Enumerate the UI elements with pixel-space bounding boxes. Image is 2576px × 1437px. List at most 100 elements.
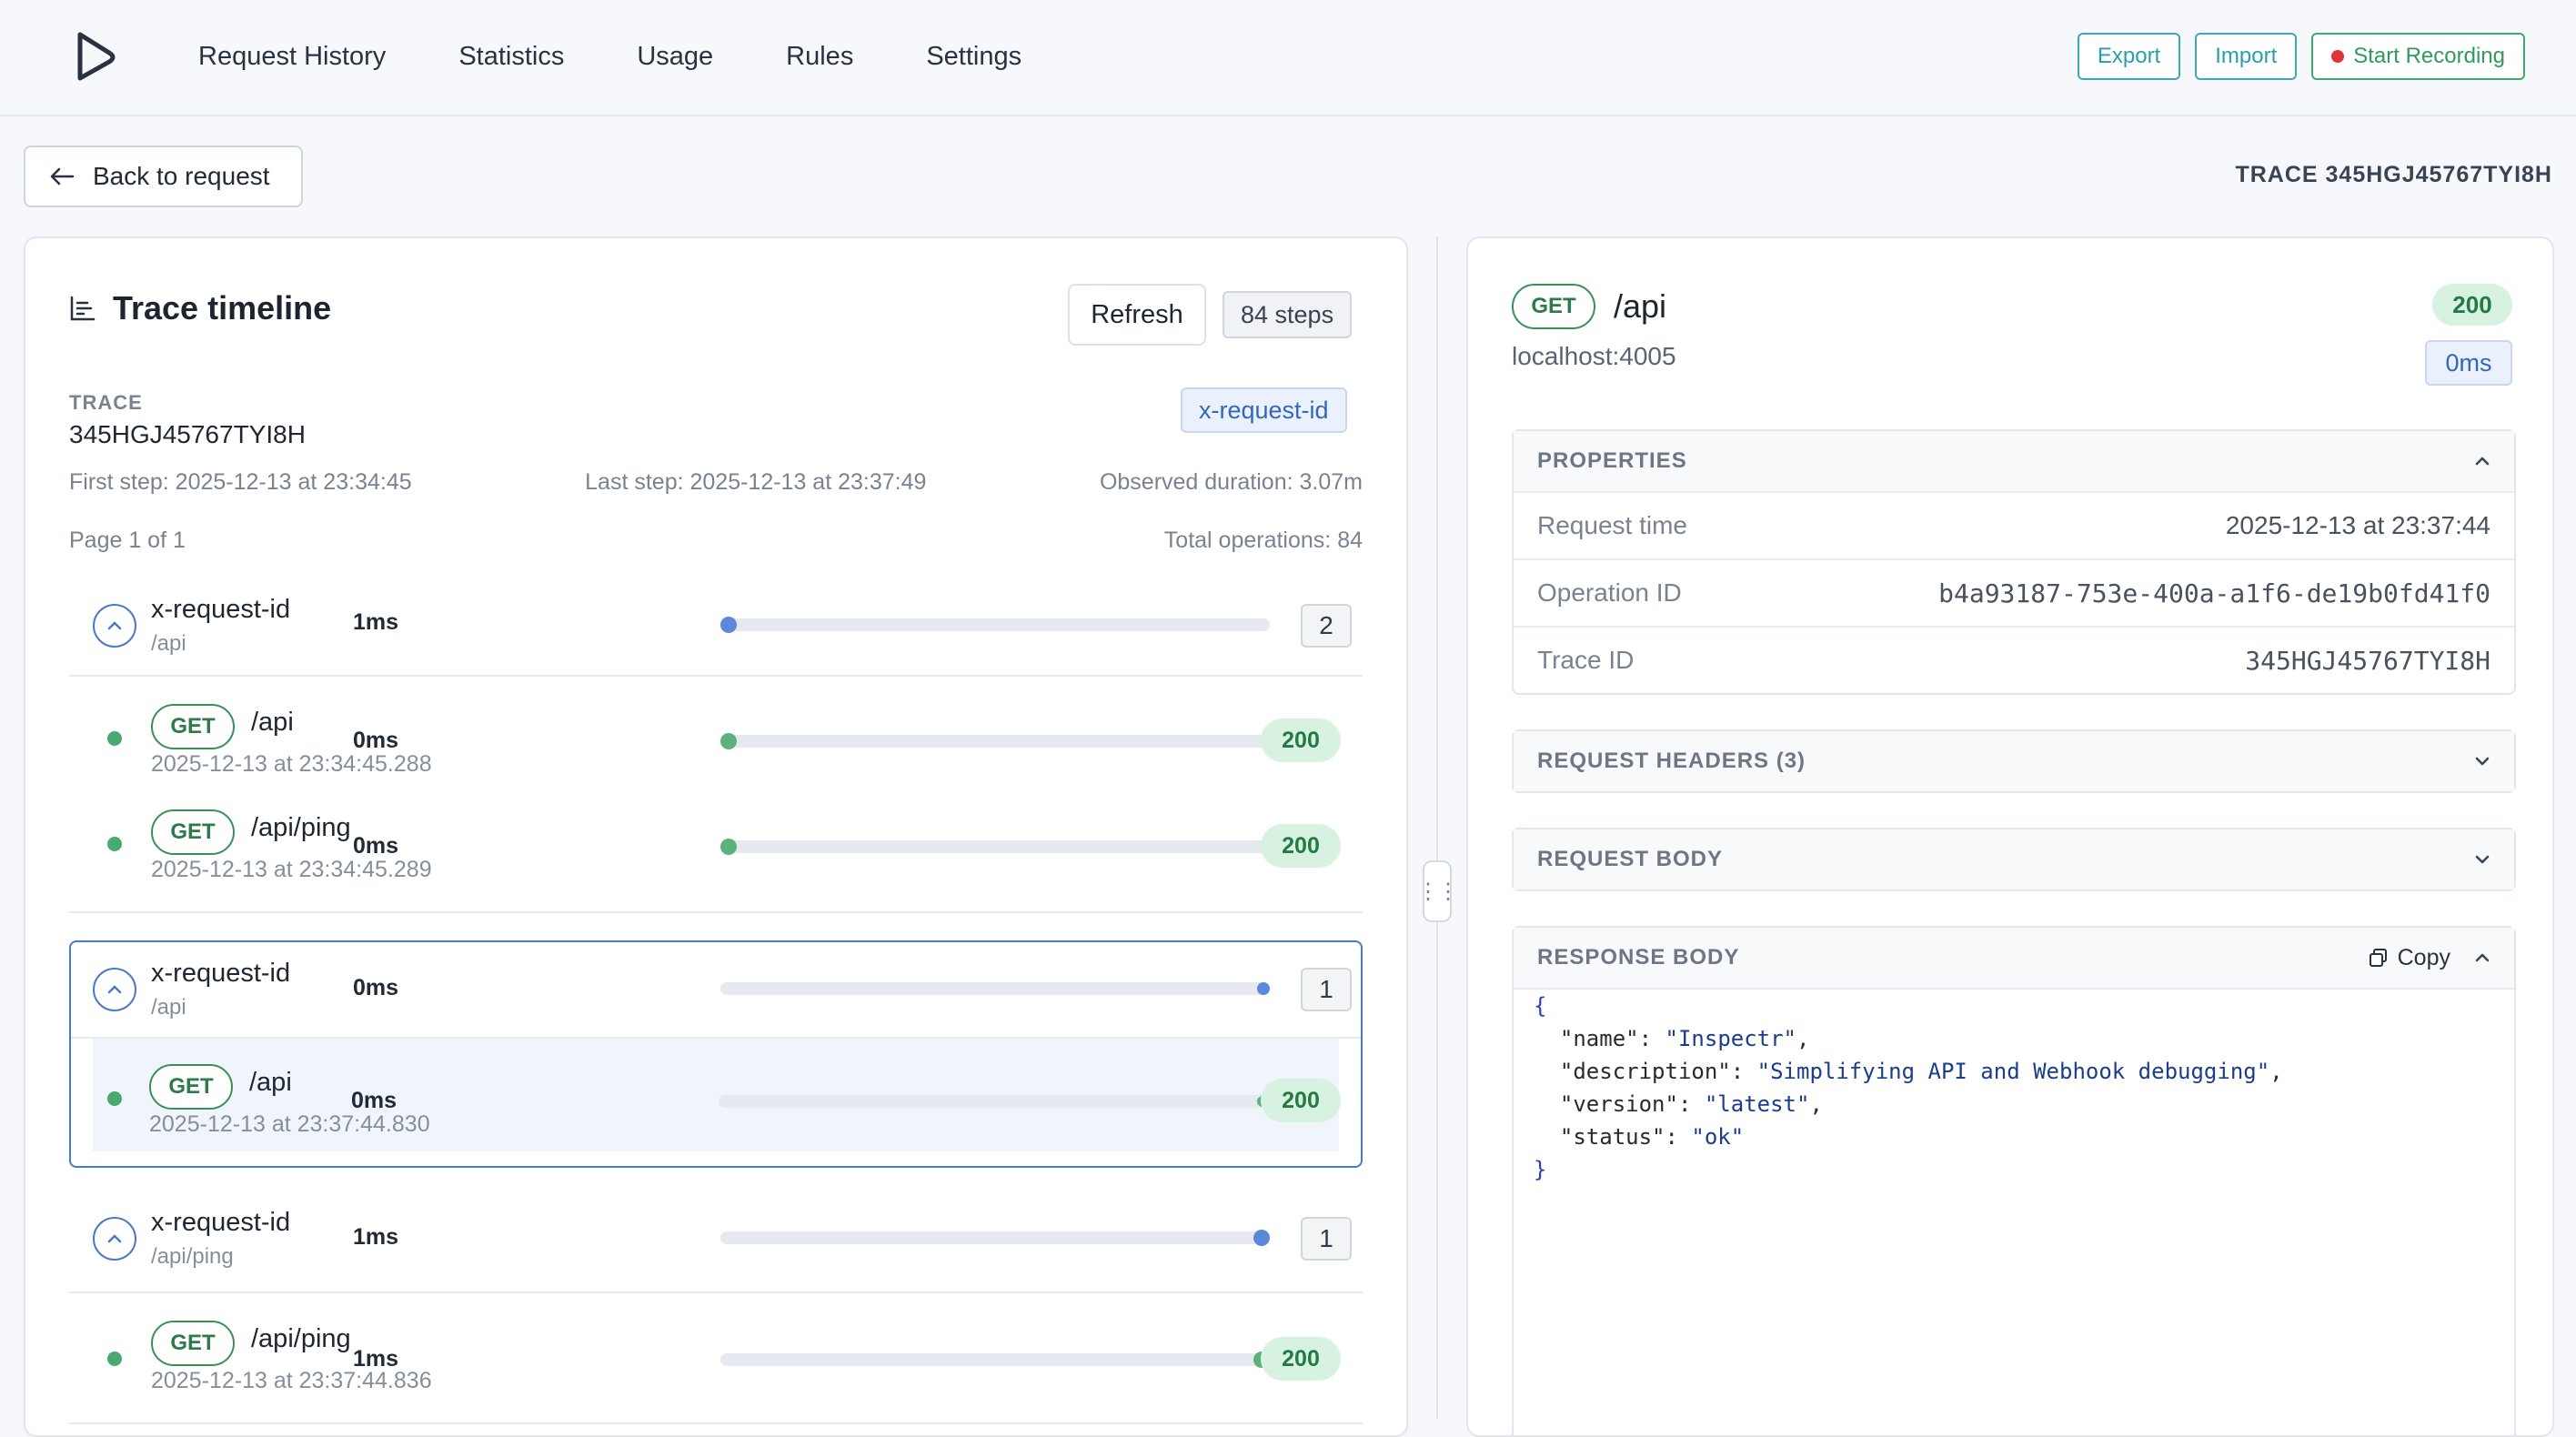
timeline-chart-icon bbox=[70, 296, 96, 321]
response-body-title: RESPONSE BODY bbox=[1537, 945, 1740, 970]
group-header[interactable]: x-request-id /api 1ms 2 bbox=[69, 577, 1363, 677]
group-timing-bar bbox=[720, 1230, 1270, 1246]
timing-marker bbox=[1253, 1230, 1270, 1246]
nav-rules[interactable]: Rules bbox=[786, 41, 854, 71]
import-button[interactable]: Import bbox=[2195, 33, 2298, 80]
operation-duration: 0ms bbox=[352, 728, 398, 753]
trace-timeline-panel: Trace timeline Refresh 84 steps TRACE 34… bbox=[24, 236, 1408, 1437]
trace-header-label: TRACE 345HGJ45767TYI8H bbox=[2235, 162, 2552, 187]
first-step-text: First step: 2025-12-13 at 23:34:45 bbox=[69, 469, 412, 495]
request-headers-section[interactable]: REQUEST HEADERS (3) bbox=[1512, 729, 2516, 793]
request-headers-header[interactable]: REQUEST HEADERS (3) bbox=[1514, 731, 2514, 791]
properties-section: PROPERTIES Request time 2025-12-13 at 23… bbox=[1512, 429, 2516, 695]
start-recording-button[interactable]: Start Recording bbox=[2311, 33, 2525, 80]
operation-path: /api bbox=[249, 1068, 292, 1097]
top-navigation-bar: Request History Statistics Usage Rules S… bbox=[0, 0, 2576, 116]
operation-row[interactable]: GET /api 2025-12-13 at 23:34:45.288 0ms … bbox=[69, 677, 1363, 782]
start-recording-label: Start Recording bbox=[2353, 44, 2505, 68]
collapse-chevron-icon[interactable] bbox=[93, 1217, 136, 1261]
group-header[interactable]: x-request-id /api/ping 1ms 1 bbox=[69, 1186, 1363, 1293]
copy-label: Copy bbox=[2397, 944, 2450, 970]
status-badge: 200 bbox=[1261, 824, 1341, 868]
page-indicator: Page 1 of 1 bbox=[69, 528, 186, 553]
status-badge: 200 bbox=[1261, 718, 1341, 762]
group-timing-bar bbox=[720, 617, 1270, 633]
operation-duration: 1ms bbox=[352, 1346, 398, 1372]
chevron-up-icon[interactable] bbox=[2474, 456, 2490, 467]
method-badge: GET bbox=[151, 809, 235, 855]
refresh-button[interactable]: Refresh bbox=[1068, 284, 1206, 346]
response-json-viewer[interactable]: { "name": "Inspectr", "description": "Si… bbox=[1514, 988, 2514, 1435]
response-body-header[interactable]: RESPONSE BODY Copy bbox=[1514, 928, 2514, 988]
operation-timing-bar bbox=[720, 839, 1270, 855]
operation-row[interactable]: GET /api/ping 2025-12-13 at 23:34:45.289… bbox=[69, 782, 1363, 913]
collapse-chevron-icon[interactable] bbox=[93, 604, 136, 648]
chevron-down-icon[interactable] bbox=[2474, 854, 2490, 865]
group-count-badge: 2 bbox=[1301, 604, 1352, 648]
group-path: /api bbox=[151, 631, 186, 656]
operation-path: /api bbox=[251, 708, 294, 737]
method-badge: GET bbox=[151, 1321, 235, 1366]
group-path: /api bbox=[151, 995, 186, 1020]
back-label: Back to request bbox=[93, 162, 270, 190]
properties-header[interactable]: PROPERTIES bbox=[1514, 431, 2514, 491]
chevron-up-icon[interactable] bbox=[2474, 952, 2490, 963]
group-title: x-request-id bbox=[151, 959, 291, 988]
record-dot-icon bbox=[2331, 50, 2345, 63]
operation-duration: 0ms bbox=[350, 1088, 397, 1113]
nav-statistics[interactable]: Statistics bbox=[458, 41, 565, 71]
copy-button[interactable]: Copy bbox=[2369, 945, 2450, 971]
property-row: Operation ID b4a93187-753e-400a-a1f6-de1… bbox=[1514, 558, 2514, 626]
app-logo-icon[interactable] bbox=[73, 31, 120, 82]
timing-marker bbox=[720, 733, 737, 749]
properties-title: PROPERTIES bbox=[1537, 448, 1687, 473]
operation-timing-bar bbox=[720, 733, 1270, 749]
group-duration: 1ms bbox=[352, 1224, 398, 1250]
property-value: 345HGJ45767TYI8H bbox=[2245, 645, 2490, 676]
request-path: /api bbox=[1614, 287, 1667, 325]
group-path: /api/ping bbox=[151, 1244, 234, 1269]
status-dot-icon bbox=[107, 837, 122, 851]
nav-request-history[interactable]: Request History bbox=[198, 41, 387, 71]
collapse-chevron-icon[interactable] bbox=[93, 968, 136, 1011]
request-body-header[interactable]: REQUEST BODY bbox=[1514, 829, 2514, 889]
chevron-down-icon[interactable] bbox=[2474, 756, 2490, 767]
operation-row-selected[interactable]: GET /api 2025-12-13 at 23:37:44.830 0ms … bbox=[93, 1039, 1341, 1151]
status-badge: 200 bbox=[1261, 1337, 1341, 1381]
arrow-left-icon bbox=[50, 167, 75, 186]
request-headers-title: REQUEST HEADERS (3) bbox=[1537, 749, 1806, 773]
operation-row[interactable]: GET /api/ping 2025-12-13 at 23:37:44.836… bbox=[69, 1293, 1363, 1424]
export-button[interactable]: Export bbox=[2077, 33, 2181, 80]
response-body-section: RESPONSE BODY Copy { "name": "Inspectr",… bbox=[1512, 926, 2516, 1435]
timing-marker bbox=[720, 617, 737, 633]
panel-divider bbox=[1436, 236, 1438, 1419]
json-value-status: "ok" bbox=[1691, 1124, 1745, 1150]
timing-marker bbox=[720, 839, 737, 855]
group-count-badge: 1 bbox=[1301, 1217, 1352, 1261]
operation-time: 2025-12-13 at 23:34:45.288 bbox=[151, 751, 432, 777]
json-value-version: "latest" bbox=[1704, 1091, 1810, 1117]
operation-time: 2025-12-13 at 23:34:45.289 bbox=[151, 857, 432, 882]
trace-group-selected: x-request-id /api 0ms 1 GET /api 2025-12… bbox=[69, 940, 1363, 1168]
last-step-text: Last step: 2025-12-13 at 23:37:49 bbox=[585, 469, 927, 495]
group-header[interactable]: x-request-id /api 0ms 1 bbox=[71, 942, 1361, 1039]
nav-usage[interactable]: Usage bbox=[637, 41, 714, 71]
request-body-section[interactable]: REQUEST BODY bbox=[1512, 828, 2516, 891]
property-key: Request time bbox=[1537, 511, 1687, 539]
operation-path: /api/ping bbox=[251, 813, 351, 842]
back-to-request-button[interactable]: Back to request bbox=[24, 146, 303, 207]
json-value-description: "Simplifying API and Webhook debugging" bbox=[1756, 1059, 2270, 1084]
request-host: localhost:4005 bbox=[1512, 342, 1676, 370]
method-badge: GET bbox=[149, 1064, 233, 1110]
property-value: b4a93187-753e-400a-a1f6-de19b0fd41f0 bbox=[1938, 578, 2490, 608]
resize-handle-icon[interactable]: ⋮⋮ bbox=[1417, 860, 1459, 922]
timing-marker bbox=[1257, 982, 1270, 995]
status-dot-icon bbox=[107, 731, 122, 746]
property-key: Trace ID bbox=[1537, 646, 1635, 674]
total-operations-text: Total operations: 84 bbox=[1163, 528, 1363, 553]
property-key: Operation ID bbox=[1537, 578, 1682, 607]
observed-duration-text: Observed duration: 3.07m bbox=[1099, 469, 1363, 495]
nav-settings[interactable]: Settings bbox=[926, 41, 1022, 71]
group-title: x-request-id bbox=[151, 1208, 291, 1237]
status-dot-icon bbox=[107, 1352, 122, 1366]
